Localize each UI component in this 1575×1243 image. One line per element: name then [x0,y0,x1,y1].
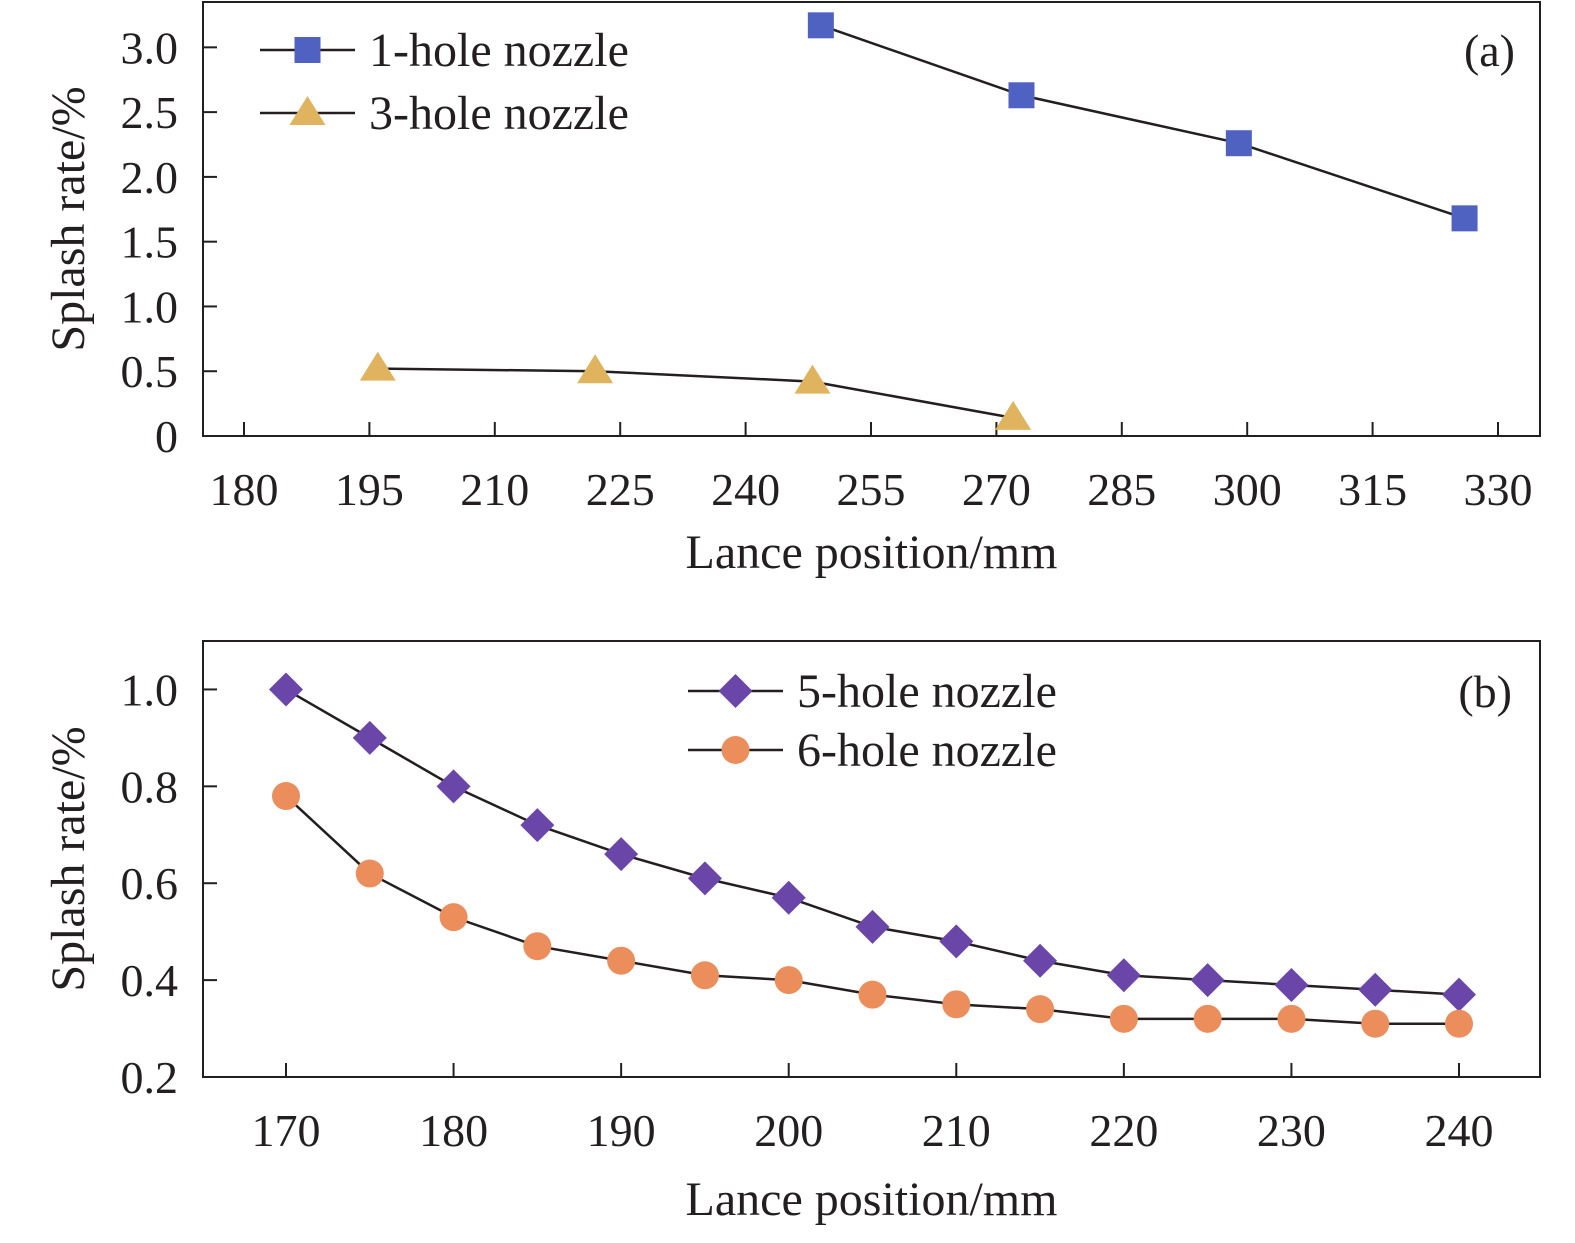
series-5-hole-nozzle [269,672,1476,1012]
data-point [523,932,552,961]
data-point [604,837,639,872]
data-point [1023,943,1058,978]
data-point [577,354,614,384]
data-point [1358,972,1393,1007]
x-tick-label: 220 [1089,1105,1158,1156]
series-1-hole-nozzle [807,12,1478,232]
x-tick-label: 200 [754,1105,823,1156]
x-axis-title: Lance position/mm [686,1173,1058,1226]
x-tick-label: 170 [252,1105,321,1156]
data-point [1361,1009,1390,1038]
chart-panel-a: 180 195 210 225 240 255 270 285 300 315 330 0 0.5 1.0… [42,1,1541,579]
x-tick-label: 270 [962,464,1031,515]
data-point [355,859,384,888]
data-point [1277,1004,1306,1033]
data-point [1225,130,1252,157]
y-tick-label: 0.8 [121,761,179,812]
legend-marker [289,96,326,125]
legend-marker [718,674,753,708]
data-point [1026,995,1055,1024]
legend-label: 3-hole nozzle [369,87,629,140]
data-point [352,720,387,755]
series-3-hole-nozzle [359,351,1032,430]
y-tick-label: 0.4 [121,955,179,1006]
data-point [794,364,831,394]
legend-entry: 6-hole nozzle [688,724,1057,777]
x-tick-label: 255 [837,464,906,515]
y-tick-label: 2.0 [121,152,179,203]
y-axis-title: Splash rate/% [42,726,95,991]
y-tick-label: 1.5 [121,217,179,268]
y-axis-title: Splash rate/% [42,86,95,351]
chart-panel-b: 170 180 190 200 210 220 230 240 0.2 0.4 0.6 0.8 1.0 L… [42,640,1541,1226]
data-point [858,980,887,1009]
data-point [269,672,303,707]
plot-frame [202,640,1541,1078]
x-tick-label: 315 [1338,464,1407,515]
x-tick-label: 225 [586,464,655,515]
legend-entry: 1-hole nozzle [260,24,629,77]
data-point [359,351,396,381]
data-point [855,909,890,944]
data-point [1442,977,1476,1012]
data-point [995,400,1032,430]
y-tick-label: 0 [155,411,178,462]
data-point [439,903,468,932]
x-tick-label: 195 [335,464,404,515]
data-point [1008,82,1035,109]
legend-marker [294,37,321,63]
y-tick-label: 2.5 [121,87,179,138]
x-axis-title: Lance position/mm [686,526,1058,579]
x-tick-label: 180 [210,464,279,515]
legend-entry: 3-hole nozzle [260,87,629,140]
data-point [807,12,834,39]
data-point [690,961,719,990]
data-point [1190,963,1225,998]
data-point [1106,958,1141,993]
x-tick-label: 210 [460,464,529,515]
x-tick-label: 210 [922,1105,991,1156]
legend-entry: 5-hole nozzle [688,665,1057,718]
data-point [1109,1004,1138,1033]
data-point [942,990,971,1019]
data-point [520,808,555,843]
data-point [607,946,636,975]
data-point [272,782,300,811]
data-point [774,966,803,995]
y-tick-label: 0.6 [121,858,179,909]
y-tick-label: 0.2 [121,1052,179,1103]
data-point [436,769,471,804]
legend-label: 6-hole nozzle [797,724,1057,777]
x-tick-label: 230 [1257,1105,1326,1156]
y-tick-label: 1.0 [121,664,179,715]
legend-label: 1-hole nozzle [369,24,629,77]
data-point [1451,205,1478,232]
x-tick-label: 330 [1464,464,1533,515]
data-point [687,861,722,896]
data-point [1445,1009,1473,1038]
x-tick-label: 240 [1425,1105,1494,1156]
y-tick-label: 1.0 [121,281,179,332]
series-6-hole-nozzle [272,782,1473,1038]
data-point [1274,967,1309,1002]
series-line [377,367,1014,420]
legend-marker [721,736,750,764]
x-tick-label: 240 [711,464,780,515]
data-point [939,924,974,959]
panel-label: (b) [1458,666,1512,717]
x-tick-label: 180 [419,1105,488,1156]
data-point [771,880,806,915]
data-point [1193,1004,1222,1033]
x-tick-label: 300 [1213,464,1282,515]
y-tick-label: 3.0 [121,22,179,73]
x-tick-label: 285 [1087,464,1156,515]
panel-label: (a) [1464,25,1515,76]
x-tick-label: 190 [587,1105,656,1156]
series-line [820,24,1465,220]
y-tick-label: 0.5 [121,346,179,397]
legend-label: 5-hole nozzle [797,665,1057,718]
